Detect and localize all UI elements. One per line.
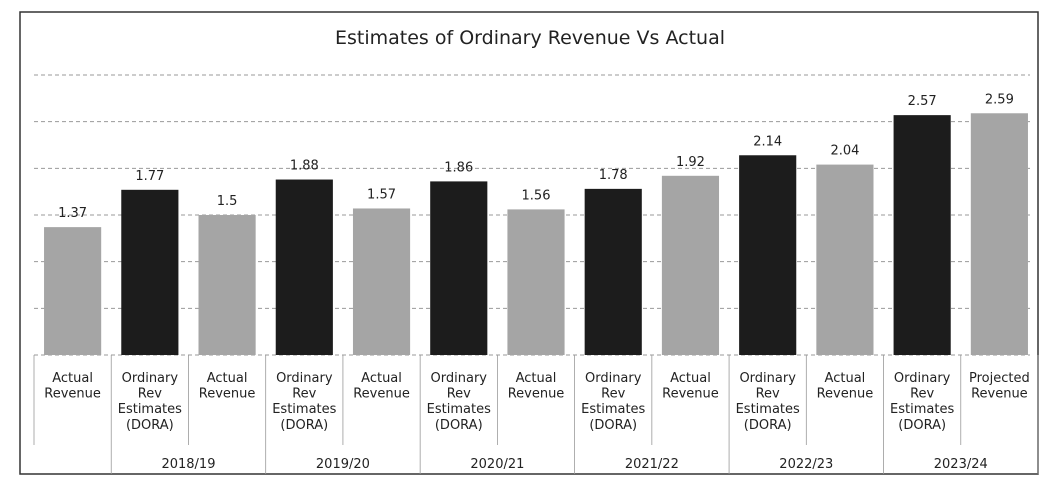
label-line: Revenue (662, 387, 719, 402)
label-line: (DORA) (589, 418, 637, 433)
label-line: Actual (825, 371, 866, 386)
bar (661, 175, 720, 355)
x-tick-label: Actual Revenue (199, 371, 256, 402)
label-line: (DORA) (898, 418, 946, 433)
label-line: Rev (138, 387, 162, 402)
data-label: 1.77 (135, 169, 164, 184)
x-tick-label: Projected Revenue (969, 371, 1030, 402)
group-label: 2023/24 (934, 457, 988, 472)
group-label: 2021/22 (625, 457, 679, 472)
label-line: Actual (207, 371, 248, 386)
label-line: Ordinary (431, 371, 488, 386)
data-label: 1.86 (444, 160, 473, 175)
label-line: (DORA) (435, 418, 483, 433)
x-tick-label: Ordinary Rev Estimates (DORA) (427, 371, 491, 433)
data-label: 1.88 (290, 159, 319, 174)
label-line: Revenue (353, 387, 410, 402)
x-tick-label: Ordinary Rev Estimates (DORA) (890, 371, 954, 433)
data-label: 2.14 (753, 134, 782, 149)
label-line: Estimates (427, 402, 491, 417)
label-line: Revenue (508, 387, 565, 402)
label-line: Estimates (581, 402, 645, 417)
label-line: Actual (52, 371, 93, 386)
group-label: 2019/20 (316, 457, 370, 472)
label-line: Ordinary (122, 371, 179, 386)
label-line: Revenue (971, 387, 1028, 402)
chart-title: Estimates of Ordinary Revenue Vs Actual (335, 27, 725, 49)
label-line: Revenue (44, 387, 101, 402)
x-tick-label: Actual Revenue (44, 371, 101, 402)
bar (430, 181, 488, 355)
bar (739, 155, 797, 355)
data-label: 1.78 (599, 168, 628, 183)
data-label: 1.57 (367, 187, 396, 202)
data-label: 2.04 (830, 144, 859, 159)
label-line: Actual (516, 371, 557, 386)
group-label: 2022/23 (779, 457, 833, 472)
label-line: Estimates (736, 402, 800, 417)
label-line: Actual (670, 371, 711, 386)
x-tick-label: Actual Revenue (508, 371, 565, 402)
label-line: Ordinary (585, 371, 642, 386)
data-label: 1.92 (676, 155, 705, 170)
bar (121, 189, 179, 355)
bar (507, 209, 565, 355)
label-line: (DORA) (744, 418, 792, 433)
group-label: 2020/21 (470, 457, 524, 472)
bar (44, 227, 102, 355)
label-line: Revenue (817, 387, 874, 402)
x-tick-label: Ordinary Rev Estimates (DORA) (118, 371, 182, 433)
label-line: Projected (969, 371, 1030, 386)
label-line: Actual (361, 371, 402, 386)
label-line: Revenue (199, 387, 256, 402)
bar (584, 188, 642, 355)
label-line: Ordinary (739, 371, 796, 386)
label-line: (DORA) (280, 418, 328, 433)
bar (970, 113, 1028, 356)
data-label: 1.37 (58, 206, 87, 221)
label-line: Estimates (890, 402, 954, 417)
label-line: Rev (756, 387, 780, 402)
label-line: Rev (601, 387, 625, 402)
bar (352, 208, 411, 355)
label-line: (DORA) (126, 418, 174, 433)
x-tick-label: Actual Revenue (662, 371, 719, 402)
x-tick-label: Actual Revenue (353, 371, 410, 402)
label-line: Rev (292, 387, 316, 402)
label-line: Estimates (272, 402, 336, 417)
x-tick-label: Actual Revenue (817, 371, 874, 402)
x-tick-label: Ordinary Rev Estimates (DORA) (581, 371, 645, 433)
bar (198, 215, 256, 355)
label-line: Rev (447, 387, 471, 402)
data-label: 1.56 (522, 188, 551, 203)
label-line: Ordinary (894, 371, 951, 386)
label-line: Rev (910, 387, 934, 402)
bar (893, 115, 951, 355)
x-tick-label: Ordinary Rev Estimates (DORA) (272, 371, 336, 433)
label-line: Estimates (118, 402, 182, 417)
group-label: 2018/19 (161, 457, 215, 472)
bar (816, 164, 874, 355)
bar (275, 179, 333, 355)
x-tick-label: Ordinary Rev Estimates (DORA) (736, 371, 800, 433)
data-label: 1.5 (217, 194, 238, 209)
data-label: 2.59 (985, 92, 1014, 107)
data-label: 2.57 (908, 94, 937, 109)
label-line: Ordinary (276, 371, 333, 386)
